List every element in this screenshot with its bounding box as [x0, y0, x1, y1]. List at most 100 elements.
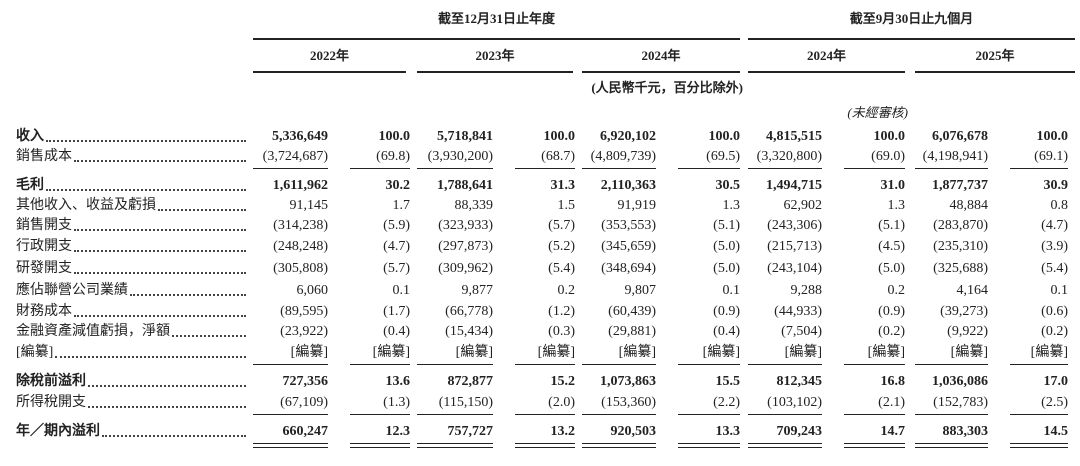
leader	[74, 315, 246, 317]
cell: (309,962)	[438, 261, 493, 276]
cell: [編纂]	[618, 345, 656, 360]
cell: (3,930,200)	[427, 149, 493, 164]
leader	[158, 209, 246, 211]
cell: 31.3	[550, 178, 576, 193]
cell: (2.0)	[548, 395, 575, 410]
leader	[74, 229, 246, 231]
rule	[515, 168, 575, 169]
leader	[88, 406, 246, 408]
cell: 9,288	[790, 283, 823, 298]
cell: (4.5)	[878, 239, 905, 254]
rule	[253, 38, 740, 40]
cell: (0.9)	[713, 304, 740, 319]
cell: 660,247	[282, 424, 329, 439]
cell: (5.4)	[548, 261, 575, 276]
cell: 0.1	[1050, 283, 1069, 298]
cell: 1.3	[887, 198, 906, 213]
group-header: 截至9月30日止九個月	[849, 11, 974, 26]
cell: (5.7)	[548, 218, 575, 233]
leader	[88, 385, 246, 387]
rule	[417, 364, 493, 365]
row-label: 銷售成本	[16, 148, 248, 166]
cell: 0.2	[557, 283, 576, 298]
label-text: 收入	[16, 129, 44, 144]
cell: 16.8	[880, 374, 906, 389]
cell: 100.0	[708, 129, 741, 144]
cell: (69.8)	[376, 149, 410, 164]
cell: 6,076,678	[932, 129, 988, 144]
label-text: 銷售開支	[16, 218, 72, 233]
rule	[582, 414, 656, 415]
label-text: 行政開支	[16, 239, 72, 254]
rule	[253, 443, 328, 444]
year-header: 2024年	[641, 48, 681, 63]
cell: (297,873)	[438, 239, 493, 254]
rule	[1010, 168, 1068, 169]
cell: (69.5)	[706, 149, 740, 164]
leader	[102, 435, 246, 437]
cell: 872,877	[447, 374, 494, 389]
cell: (0.3)	[548, 324, 575, 339]
leader	[130, 294, 246, 296]
cell: (5.9)	[383, 218, 410, 233]
cell: 1,788,641	[437, 178, 493, 193]
row-label: 除稅前溢利	[16, 373, 248, 391]
cell: (115,150)	[438, 395, 493, 410]
cell: 1,073,863	[600, 374, 656, 389]
cell: (23,922)	[280, 324, 328, 339]
rule	[515, 443, 575, 444]
rule	[678, 447, 740, 448]
cell: [編纂]	[372, 345, 410, 360]
cell: (0.2)	[1041, 324, 1068, 339]
cell: (66,778)	[445, 304, 493, 319]
cell: 30.2	[385, 178, 411, 193]
cell: (153,360)	[601, 395, 656, 410]
row-label: 財務成本	[16, 303, 248, 321]
rule	[748, 443, 822, 444]
cell: 1.5	[557, 198, 576, 213]
cell: 920,503	[610, 424, 657, 439]
cell: (283,870)	[933, 218, 988, 233]
cell: (215,713)	[767, 239, 822, 254]
rule	[582, 364, 656, 365]
row-label: 所得稅開支	[16, 394, 248, 412]
cell: (243,104)	[767, 261, 822, 276]
rule	[844, 414, 905, 415]
cell: 14.7	[880, 424, 906, 439]
cell: (3,724,687)	[262, 149, 328, 164]
rule	[417, 447, 493, 448]
rule	[350, 414, 410, 415]
row-label: 金融資產減值虧損，淨額	[16, 323, 248, 341]
cell: [編纂]	[455, 345, 493, 360]
rule	[417, 443, 493, 444]
cell: (39,273)	[940, 304, 988, 319]
cell: 100.0	[543, 129, 576, 144]
cell: 1.3	[722, 198, 741, 213]
cell: 5,336,649	[272, 129, 328, 144]
cell: 2,110,363	[600, 178, 656, 193]
leader	[46, 140, 246, 142]
cell: 1,877,737	[932, 178, 988, 193]
cell: 30.9	[1043, 178, 1069, 193]
cell: 48,884	[949, 198, 989, 213]
cell: 100.0	[873, 129, 906, 144]
rule	[678, 168, 740, 169]
row-label: 收入	[16, 128, 248, 146]
label-text: 毛利	[16, 178, 44, 193]
leader	[46, 189, 246, 191]
cell: [編纂]	[1030, 345, 1068, 360]
leader	[74, 250, 246, 252]
label-text: 所得稅開支	[16, 395, 86, 410]
cell: 4,164	[956, 283, 989, 298]
cell: (248,248)	[273, 239, 328, 254]
cell: (5.2)	[548, 239, 575, 254]
label-text: 應佔聯營公司業績	[16, 283, 128, 298]
cell: (235,310)	[933, 239, 988, 254]
cell: (69.1)	[1034, 149, 1068, 164]
cell: 5,718,841	[437, 129, 493, 144]
cell: (1.3)	[383, 395, 410, 410]
cell: 0.8	[1050, 198, 1069, 213]
cell: (345,659)	[601, 239, 656, 254]
rule	[844, 443, 905, 444]
year-header: 2023年	[475, 48, 515, 63]
